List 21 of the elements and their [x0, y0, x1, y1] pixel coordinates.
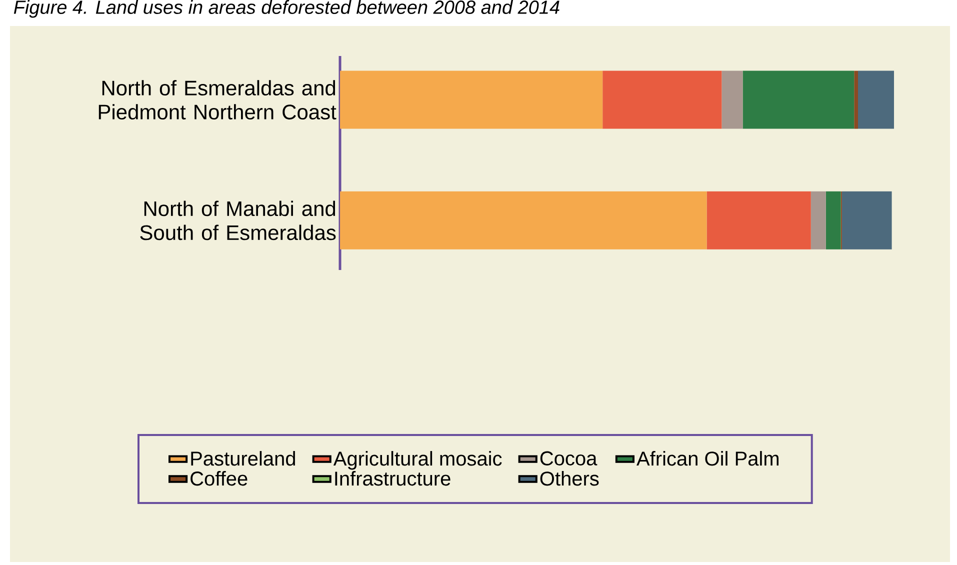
bar	[854, 70, 858, 129]
bar	[826, 191, 841, 250]
legend-label: Cocoa	[540, 451, 598, 466]
legend-label: Pastureland	[191, 451, 296, 466]
legend-label: Coffee	[190, 471, 248, 486]
legend-label: Agricultural mosaic	[333, 451, 502, 470]
legend-label: Others	[540, 471, 599, 486]
bar	[858, 70, 894, 129]
bar	[340, 191, 707, 250]
y-tick-label: North of Manabi and South of Esmeraldas	[140, 200, 336, 240]
bar	[810, 191, 826, 250]
bar	[602, 70, 722, 129]
legend-label: African Oil Palm	[636, 451, 779, 466]
bar	[706, 191, 811, 250]
bar	[742, 70, 854, 129]
bar	[842, 191, 892, 250]
y-tick-label: North of Esmeraldas and Piedmont Northern Coast	[98, 80, 336, 120]
bar	[340, 70, 603, 129]
bar	[722, 70, 743, 129]
legend-label: Infrastructure	[335, 471, 450, 486]
chart-title: Figure 4. Land uses in areas deforested between 2008 and 2014	[14, 0, 560, 18]
